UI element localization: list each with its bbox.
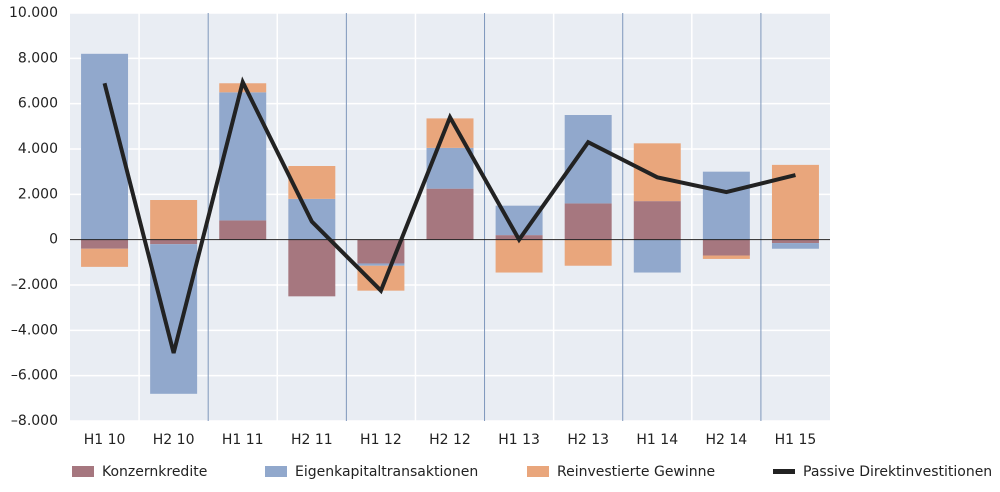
x-tick-label: H2 12 — [429, 432, 471, 448]
bar — [150, 200, 198, 240]
legend-swatch — [265, 466, 287, 477]
y-tick-label: –6.000 — [11, 368, 58, 384]
bar — [702, 255, 750, 259]
bar — [81, 239, 129, 249]
bar — [771, 243, 819, 249]
bar — [564, 203, 612, 240]
bar — [495, 239, 543, 273]
bar — [564, 239, 612, 266]
y-tick-label: 0 — [49, 232, 58, 248]
y-tick-label: 6.000 — [18, 96, 58, 112]
x-tick-label: H1 10 — [84, 432, 126, 448]
x-tick-label: H1 15 — [775, 432, 817, 448]
x-tick-label: H1 11 — [222, 432, 264, 448]
bar — [426, 188, 474, 240]
bar — [564, 115, 612, 204]
legend-swatch — [527, 466, 549, 477]
legend-label: Konzernkredite — [102, 464, 207, 480]
bar — [771, 239, 819, 244]
bar — [81, 248, 129, 267]
bar — [633, 201, 681, 240]
legend-swatch — [72, 466, 94, 477]
x-tick-label: H1 13 — [498, 432, 540, 448]
y-tick-label: –4.000 — [11, 322, 58, 338]
y-tick-label: 8.000 — [18, 50, 58, 66]
bar — [702, 239, 750, 256]
bar — [219, 220, 267, 240]
bar — [288, 239, 336, 297]
x-tick-label: H2 11 — [291, 432, 333, 448]
y-tick-label: 2.000 — [18, 186, 58, 202]
y-tick-label: –8.000 — [11, 413, 58, 429]
bar — [288, 166, 336, 199]
x-tick-label: H2 13 — [567, 432, 609, 448]
bar — [150, 244, 198, 394]
y-tick-label: 4.000 — [18, 141, 58, 157]
y-tick-label: 10.000 — [9, 5, 58, 21]
x-tick-label: H2 14 — [706, 432, 748, 448]
line — [102, 76, 796, 354]
bar — [633, 239, 681, 273]
bar — [357, 263, 405, 266]
x-tick-label: H1 14 — [636, 432, 678, 448]
bar — [150, 239, 198, 245]
bar — [702, 171, 750, 240]
legend-label: Reinvestierte Gewinne — [557, 464, 715, 480]
x-tick-label: H1 12 — [360, 432, 402, 448]
bar — [633, 143, 681, 202]
legend-label: Eigenkapitaltransaktionen — [295, 464, 478, 480]
legend-swatch — [773, 469, 795, 474]
legend-label: Passive Direktinvestitionen — [803, 464, 992, 480]
x-tick-label: H2 10 — [153, 432, 195, 448]
y-tick-label: –2.000 — [11, 277, 58, 293]
